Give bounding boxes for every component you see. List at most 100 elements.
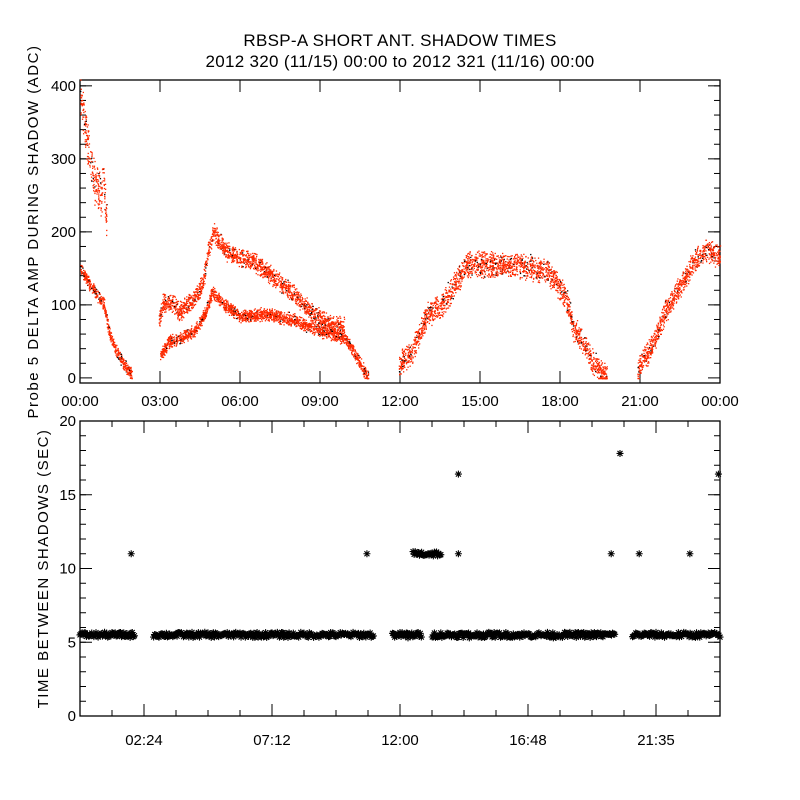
- data-point: [256, 312, 258, 314]
- data-point: [295, 301, 297, 303]
- data-point: [306, 309, 309, 311]
- data-point: [307, 303, 309, 305]
- data-point: [108, 334, 111, 336]
- data-point: [299, 298, 301, 300]
- data-point: [164, 354, 166, 356]
- data-point: [302, 325, 304, 327]
- data-point: [98, 176, 101, 178]
- data-point: [182, 316, 184, 318]
- data-point: [292, 296, 294, 298]
- data-point: [498, 257, 500, 259]
- data-point: [178, 311, 180, 313]
- data-point: [318, 324, 320, 326]
- data-point: [306, 310, 308, 312]
- data-point: [104, 306, 106, 308]
- data-point: [329, 323, 332, 325]
- data-point: [338, 335, 340, 338]
- data-point: [264, 271, 266, 273]
- data-point: [163, 348, 165, 350]
- data-point: [279, 286, 281, 288]
- data-point: [104, 192, 106, 194]
- data-point: [264, 275, 267, 278]
- data-point: [334, 330, 336, 332]
- data-point: [350, 346, 352, 348]
- data-point: [304, 305, 306, 307]
- data-point: [177, 335, 179, 337]
- data-point: [510, 261, 512, 263]
- data-point: [256, 317, 258, 319]
- data-point: [164, 344, 166, 346]
- data-point: [272, 315, 275, 317]
- data-point: [85, 132, 87, 134]
- data-point: [236, 251, 238, 253]
- data-point: [289, 290, 291, 292]
- data-point: [86, 274, 88, 277]
- data-point: [115, 348, 117, 350]
- data-point: [96, 181, 98, 183]
- data-point: [302, 303, 304, 306]
- data-point: [287, 320, 289, 322]
- data-point: [303, 330, 305, 332]
- data-point: [311, 317, 313, 319]
- data-point: [98, 199, 100, 202]
- data-point: [195, 300, 197, 302]
- data-point: [314, 317, 316, 319]
- data-point: [293, 293, 296, 295]
- data-point: [199, 288, 201, 290]
- data-point: [278, 321, 280, 323]
- data-point: [296, 325, 298, 327]
- data-point: [296, 295, 298, 297]
- data-point: [300, 325, 302, 327]
- data-point: [238, 256, 240, 258]
- data-point: [259, 274, 261, 276]
- data-point: [177, 300, 180, 303]
- data-point: [354, 353, 356, 355]
- data-point: [247, 316, 250, 318]
- data-point: [196, 291, 198, 293]
- data-point: [246, 311, 248, 313]
- data-point: [162, 348, 164, 350]
- data-point: [308, 326, 310, 328]
- data-point: [278, 315, 280, 317]
- data-point: [197, 294, 199, 296]
- data-point: [257, 274, 259, 276]
- data-point: [200, 319, 202, 321]
- data-point: [105, 313, 107, 315]
- data-point: [199, 321, 201, 323]
- data-point: [101, 188, 103, 190]
- data-point: [121, 354, 123, 356]
- data-point: [359, 362, 361, 364]
- data-point: [297, 292, 299, 294]
- data-point: [242, 261, 244, 263]
- data-point: [287, 322, 289, 324]
- data-point: [296, 320, 298, 322]
- y-tick-label: 100: [51, 297, 76, 314]
- data-point: [196, 295, 198, 298]
- data-point: [196, 324, 198, 326]
- data-point: [342, 333, 344, 335]
- data-point: [306, 311, 308, 313]
- data-point: [159, 325, 161, 327]
- data-point: [171, 341, 173, 343]
- data-point: [249, 254, 251, 257]
- data-point: [259, 308, 261, 310]
- data-point: [359, 363, 361, 365]
- data-point: [179, 311, 181, 313]
- data-point: [203, 317, 205, 319]
- data-point: [189, 304, 192, 306]
- data-point: [231, 259, 233, 261]
- data-point: [267, 281, 270, 283]
- data-point: [263, 274, 265, 276]
- data-point: [293, 315, 295, 317]
- data-point: [245, 265, 247, 267]
- data-point: [329, 318, 332, 320]
- data-point: [318, 321, 321, 323]
- data-point: [264, 266, 267, 268]
- data-point: [290, 324, 292, 326]
- data-point: [214, 291, 216, 293]
- data-point: [119, 351, 121, 354]
- data-point: [400, 373, 402, 375]
- data-point: [571, 318, 573, 320]
- data-point: [131, 377, 133, 380]
- data-point: [173, 345, 176, 347]
